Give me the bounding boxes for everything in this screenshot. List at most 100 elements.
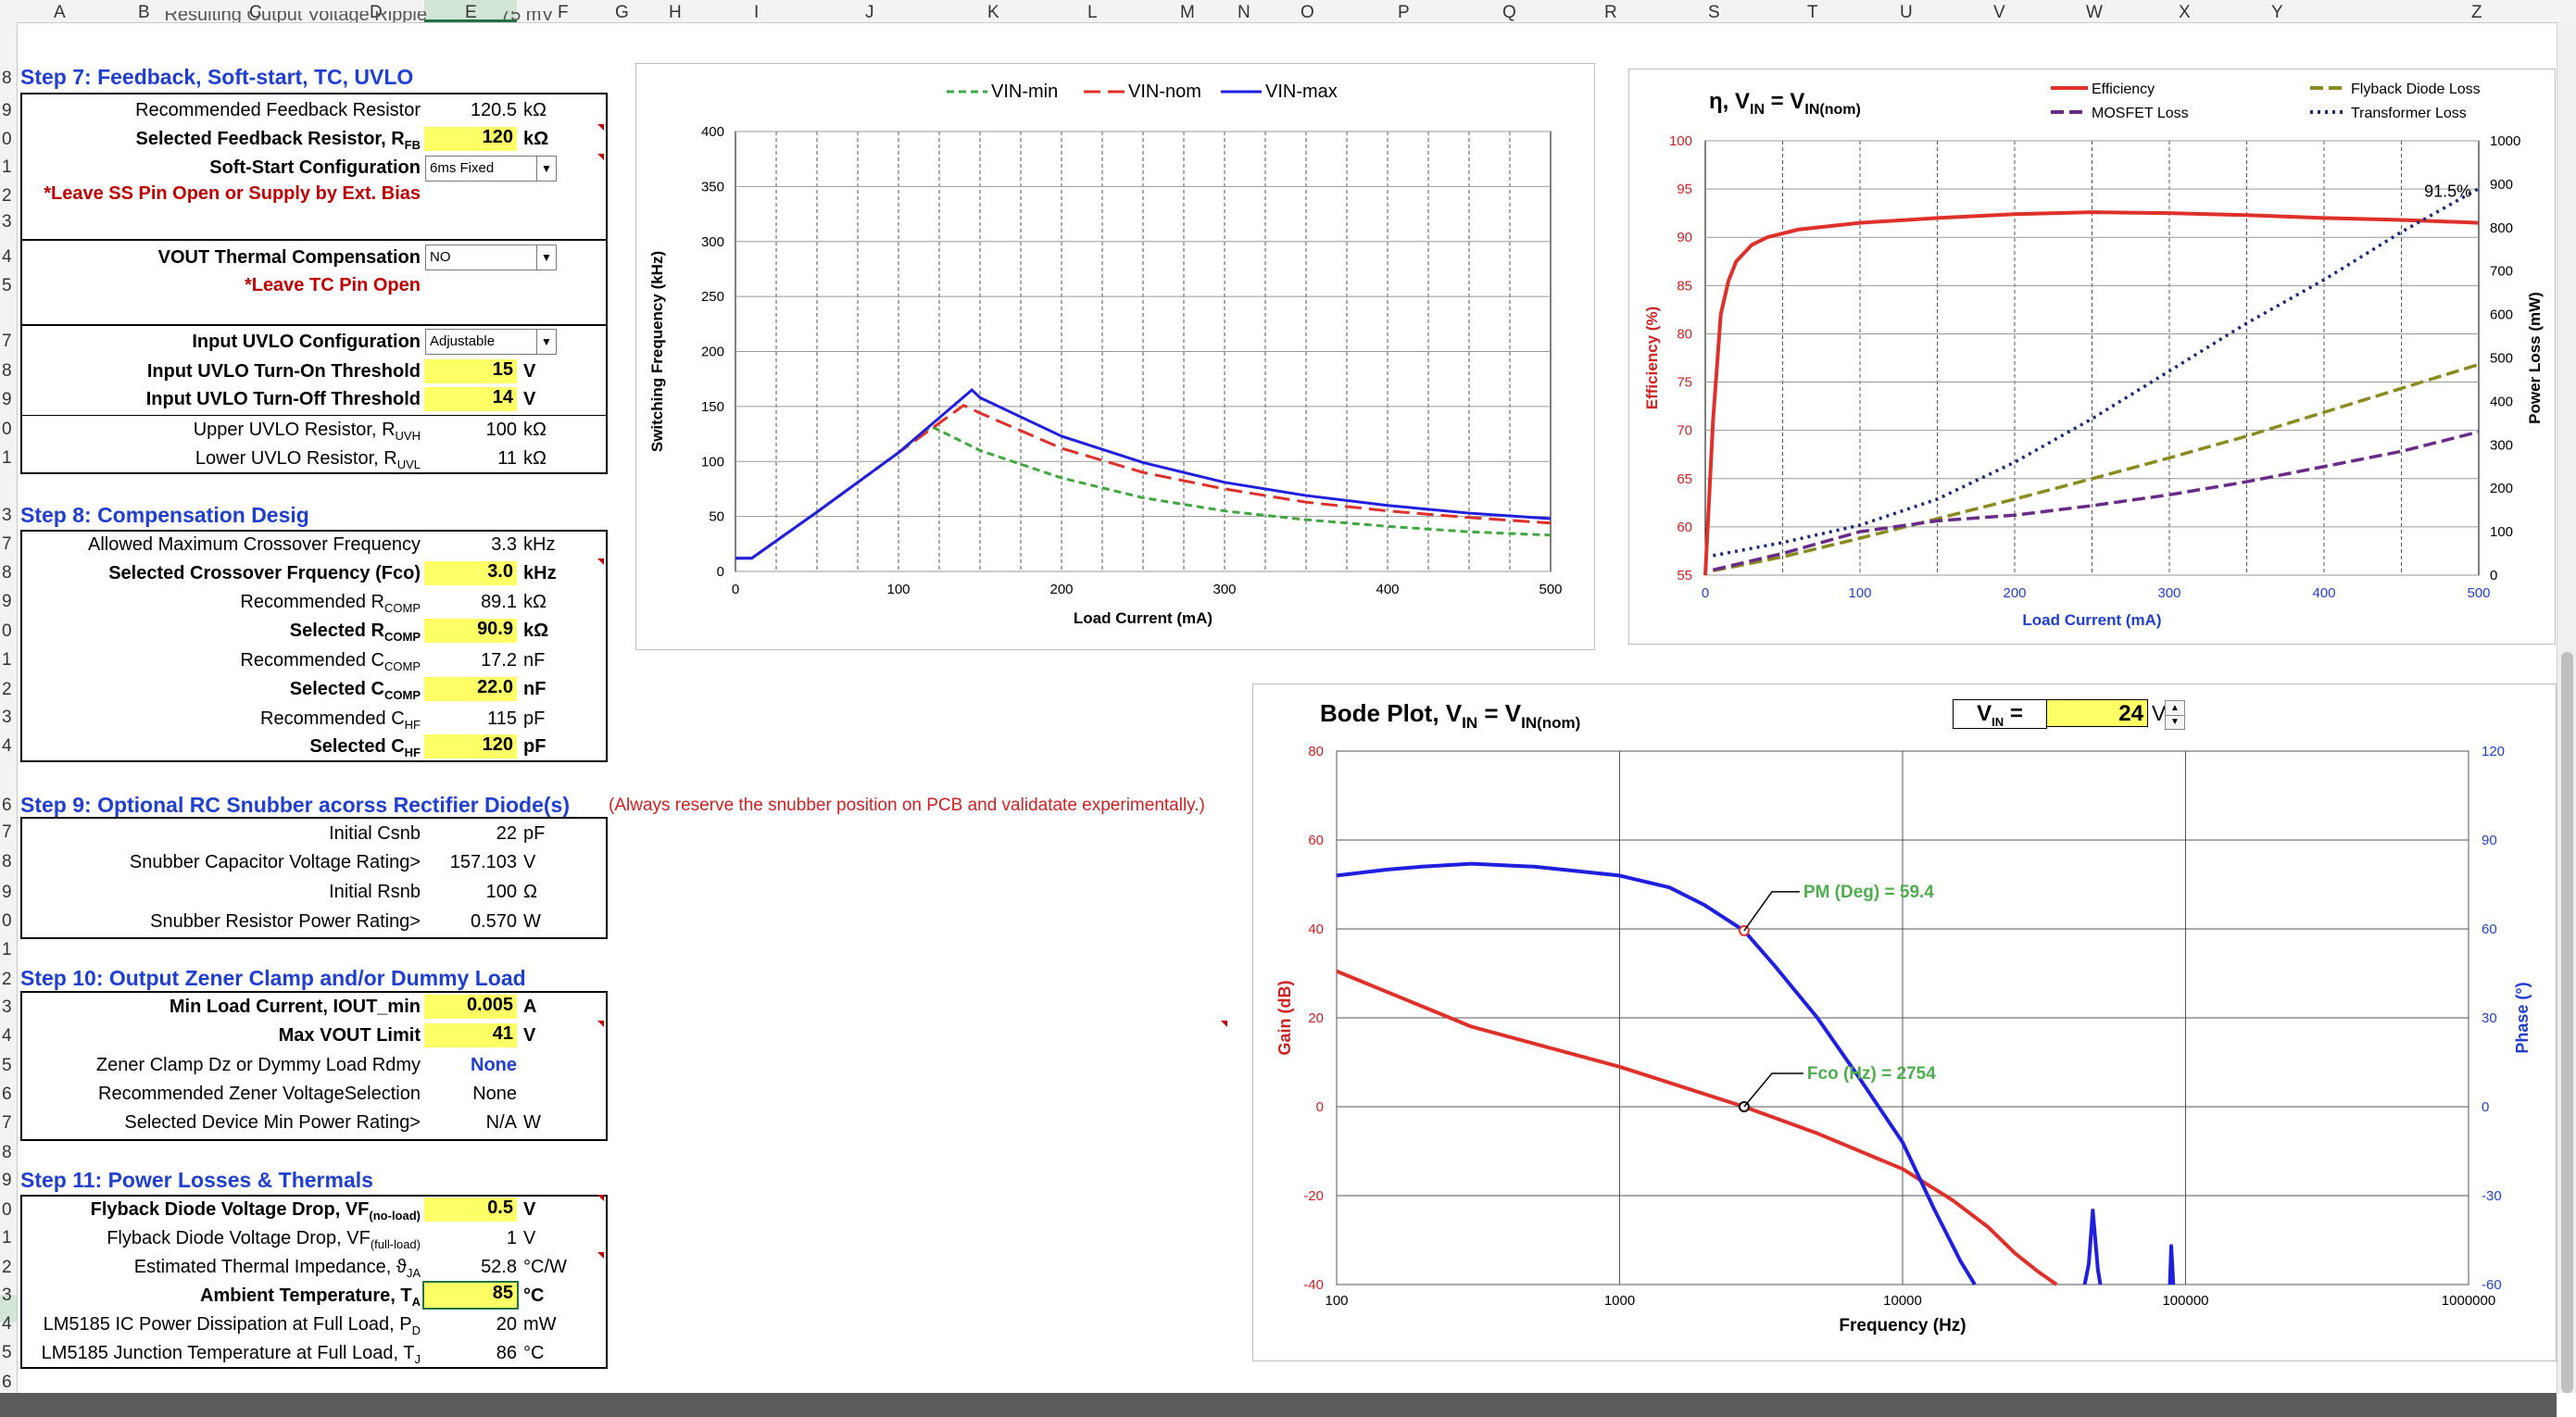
row-header[interactable]: 2 [2, 970, 12, 989]
max-vout-unit: V [523, 1025, 536, 1046]
row-header[interactable]: 9 [2, 101, 12, 120]
column-header-E[interactable]: E [465, 3, 477, 22]
vertical-scrollbar[interactable] [2557, 22, 2576, 1393]
column-header-M[interactable]: M [1180, 3, 1195, 22]
row-header[interactable]: 7 [2, 534, 12, 554]
soft-start-dropdown[interactable]: 6ms Fixed ▼ [425, 156, 557, 182]
row-header[interactable]: 5 [2, 1056, 12, 1075]
column-header-G[interactable]: G [615, 3, 629, 22]
row-header[interactable]: 1 [2, 940, 12, 959]
step7-divider-2 [20, 324, 606, 326]
row-header[interactable]: 3 [2, 506, 12, 525]
min-load-current-input[interactable]: 0.005 [424, 995, 517, 1019]
row-header[interactable]: 9 [2, 883, 12, 902]
column-header-T[interactable]: T [1807, 3, 1818, 22]
bode-plot-chart[interactable]: 100 1000 10000 100000 1000000 -40 -20 0 20 40 60 80… [1252, 683, 2557, 1361]
column-header-J[interactable]: J [865, 3, 874, 22]
row-header[interactable]: 4 [2, 1026, 12, 1046]
thermal-comp-dropdown[interactable]: NO ▼ [425, 245, 557, 270]
column-header-W[interactable]: W [2086, 3, 2103, 22]
row-header[interactable]: 7 [2, 822, 12, 842]
row-header[interactable]: 2 [2, 680, 12, 699]
chevron-down-icon[interactable]: ▼ [536, 330, 556, 354]
column-header-X[interactable]: X [2179, 3, 2191, 22]
row-header[interactable]: 9 [2, 1171, 12, 1190]
row-header[interactable]: 0 [2, 1200, 12, 1220]
row-header[interactable]: 7 [2, 332, 12, 351]
y2-tick-label: 0 [2490, 568, 2497, 583]
row-header[interactable]: 8 [2, 852, 12, 872]
uvlo-config-dropdown[interactable]: Adjustable ▼ [425, 329, 557, 355]
uvlo-turn-on-input[interactable]: 15 [424, 359, 517, 383]
max-vout-input[interactable]: 41 [424, 1023, 517, 1047]
sel-crossover-input[interactable]: 3.0 [424, 561, 517, 585]
y-tick-label: 80 [1677, 326, 1692, 342]
row-header[interactable]: 3 [2, 708, 12, 727]
vin-input[interactable]: 24 [2046, 699, 2148, 727]
column-header-O[interactable]: O [1301, 3, 1314, 22]
chevron-down-icon[interactable]: ▼ [536, 245, 556, 270]
row-header[interactable]: 6 [2, 1373, 12, 1392]
row-header[interactable]: 9 [2, 390, 12, 409]
column-header-C[interactable]: C [249, 3, 262, 22]
row-header[interactable]: 6 [2, 1085, 12, 1104]
row-header[interactable]: 0 [2, 130, 12, 149]
row-header[interactable]: 7 [2, 1113, 12, 1133]
spinner-down-icon[interactable]: ▼ [2170, 717, 2180, 727]
column-header-S[interactable]: S [1708, 3, 1720, 22]
row-header[interactable]: 0 [2, 911, 12, 931]
row-header[interactable]: 3 [2, 212, 12, 232]
row-header[interactable]: 1 [2, 1228, 12, 1248]
switching-frequency-chart[interactable]: 0 50 100 150 200 250 300 350 400 0 100 200 300 400 500… [635, 63, 1595, 650]
column-header-N[interactable]: N [1238, 3, 1250, 22]
column-header-I[interactable]: I [754, 3, 760, 22]
row-header[interactable]: 8 [2, 1143, 12, 1162]
column-header-P[interactable]: P [1398, 3, 1410, 22]
sel-chf-input[interactable]: 120 [424, 734, 517, 759]
ambient-temp-input[interactable]: 85 [422, 1281, 519, 1310]
row-header[interactable]: 9 [2, 592, 12, 611]
row-header[interactable]: 8 [2, 563, 12, 583]
column-header-F[interactable]: F [558, 3, 569, 22]
column-header-A[interactable]: A [54, 3, 66, 22]
column-header-Q[interactable]: Q [1502, 3, 1516, 22]
row-header[interactable]: 0 [2, 420, 12, 439]
sel-rcomp-input[interactable]: 90.9 [424, 619, 517, 643]
scrollbar-thumb[interactable] [2561, 652, 2573, 1393]
row-header[interactable]: 8 [2, 69, 12, 88]
column-header-L[interactable]: L [1087, 3, 1098, 22]
row-header[interactable]: 6 [2, 796, 12, 815]
y-tick-label: 300 [701, 234, 724, 250]
efficiency-chart[interactable]: 55 60 65 70 75 80 85 90 95 100 0 100 200 300 400 500 600… [1628, 69, 2556, 645]
spinner-up-icon[interactable]: ▲ [2166, 701, 2184, 716]
column-header-D[interactable]: D [370, 3, 383, 22]
row-header[interactable]: 5 [2, 276, 12, 295]
column-header-U[interactable]: U [1900, 3, 1913, 22]
row-header[interactable]: 4 [2, 247, 12, 267]
row-header[interactable]: 1 [2, 448, 12, 468]
row-header[interactable]: 5 [2, 1343, 12, 1362]
column-header-K[interactable]: K [987, 3, 999, 22]
row-header[interactable]: 3 [2, 1285, 12, 1305]
row-header[interactable]: 0 [2, 621, 12, 641]
column-header-Y[interactable]: Y [2271, 3, 2283, 22]
row-header[interactable]: 4 [2, 736, 12, 756]
vin-spinner[interactable]: ▲ ▼ [2165, 700, 2185, 730]
chevron-down-icon[interactable]: ▼ [536, 157, 556, 181]
row-header[interactable]: 8 [2, 361, 12, 381]
column-header-B[interactable]: B [138, 3, 150, 22]
column-header-H[interactable]: H [669, 3, 682, 22]
row-header[interactable]: 3 [2, 997, 12, 1017]
column-header-R[interactable]: R [1604, 3, 1617, 22]
vf-noload-input[interactable]: 0.5 [424, 1198, 517, 1222]
row-header[interactable]: 2 [2, 1258, 12, 1277]
row-header[interactable]: 2 [2, 186, 12, 206]
column-header-V[interactable]: V [1993, 3, 2005, 22]
row-header[interactable]: 4 [2, 1314, 12, 1334]
uvlo-turn-off-input[interactable]: 14 [424, 387, 517, 411]
row-header[interactable]: 1 [2, 157, 12, 177]
sel-feedback-resistor-input[interactable]: 120 [424, 127, 517, 151]
sel-ccomp-input[interactable]: 22.0 [424, 677, 517, 701]
column-header-Z[interactable]: Z [2471, 3, 2482, 22]
row-header[interactable]: 1 [2, 650, 12, 670]
